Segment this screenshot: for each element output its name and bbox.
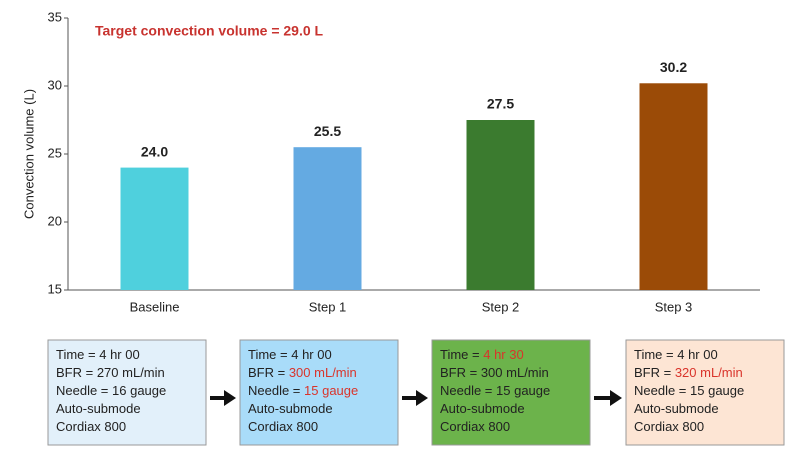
y-tick-label: 25 (48, 145, 62, 160)
arrow-head (224, 390, 236, 406)
bar (120, 167, 189, 290)
step-line: Cordiax 800 (440, 419, 510, 434)
step-line-value: 320 mL/min (675, 365, 743, 380)
step-line: BFR = 300 mL/min (248, 365, 357, 380)
step-line-label: Auto-submode (56, 401, 141, 416)
step-line-value: 15 gauge (690, 383, 744, 398)
step-line-value: 4 hr 30 (483, 347, 523, 362)
bar (466, 120, 535, 290)
step-line-label: Needle = (56, 383, 112, 398)
step-line: Needle = 15 gauge (248, 383, 358, 398)
step-line-label: Needle = (248, 383, 304, 398)
step-line-label: BFR = (248, 365, 289, 380)
step-line-label: Auto-submode (248, 401, 333, 416)
bar (293, 147, 362, 290)
step-line-label: Auto-submode (634, 401, 719, 416)
step-line: BFR = 320 mL/min (634, 365, 743, 380)
step-line-value: 4 hr 00 (99, 347, 139, 362)
x-tick-label: Step 2 (482, 299, 520, 314)
step-line: Time = 4 hr 00 (56, 347, 140, 362)
step-line: Time = 4 hr 00 (248, 347, 332, 362)
step-line-label: Cordiax 800 (440, 419, 510, 434)
value-label: 24.0 (141, 143, 168, 159)
step-line-label: Needle = (440, 383, 496, 398)
step-line-value: 16 gauge (112, 383, 166, 398)
step-line-value: 15 gauge (496, 383, 550, 398)
value-label: 27.5 (487, 96, 514, 112)
step-line-label: BFR = (56, 365, 97, 380)
arrow-head (610, 390, 622, 406)
step-line-label: Time = (248, 347, 291, 362)
arrow-head (416, 390, 428, 406)
step-line-value: 270 mL/min (97, 365, 165, 380)
step-box (431, 339, 591, 446)
bar (639, 83, 708, 290)
step-line-label: Time = (440, 347, 483, 362)
step-line-value: 300 mL/min (481, 365, 549, 380)
step-line: Cordiax 800 (634, 419, 704, 434)
step-line: BFR = 300 mL/min (440, 365, 549, 380)
step-line-label: BFR = (440, 365, 481, 380)
step-line: Cordiax 800 (56, 419, 126, 434)
step-line-label: Cordiax 800 (56, 419, 126, 434)
step-line: Auto-submode (56, 401, 141, 416)
step-line-label: Time = (56, 347, 99, 362)
x-tick-label: Step 1 (309, 299, 347, 314)
step-line-value: 4 hr 00 (677, 347, 717, 362)
step-line-value: 15 gauge (304, 383, 358, 398)
step-line-value: 4 hr 00 (291, 347, 331, 362)
step-line: Time = 4 hr 30 (440, 347, 524, 362)
step-box (625, 339, 785, 446)
step-line: Time = 4 hr 00 (634, 347, 718, 362)
x-tick-label: Baseline (130, 299, 180, 314)
step-box (47, 339, 207, 446)
step-line-label: Auto-submode (440, 401, 525, 416)
step-line-label: Time = (634, 347, 677, 362)
step-line: Needle = 15 gauge (634, 383, 744, 398)
y-tick-label: 30 (48, 77, 62, 92)
step-line: Auto-submode (634, 401, 719, 416)
step-line: BFR = 270 mL/min (56, 365, 165, 380)
step-line: Auto-submode (440, 401, 525, 416)
value-label: 30.2 (660, 59, 687, 75)
y-tick-label: 35 (48, 9, 62, 24)
step-line: Auto-submode (248, 401, 333, 416)
x-tick-label: Step 3 (655, 299, 693, 314)
step-line: Cordiax 800 (248, 419, 318, 434)
y-axis-label: Convection volume (L) (21, 89, 36, 219)
y-tick-label: 20 (48, 213, 62, 228)
step-line: Needle = 16 gauge (56, 383, 166, 398)
step-box (239, 339, 399, 446)
step-line-label: BFR = (634, 365, 675, 380)
step-line-value: 300 mL/min (289, 365, 357, 380)
step-line-label: Cordiax 800 (248, 419, 318, 434)
step-line-label: Cordiax 800 (634, 419, 704, 434)
step-line-label: Needle = (634, 383, 690, 398)
value-label: 25.5 (314, 123, 341, 139)
y-tick-label: 15 (48, 281, 62, 296)
step-line: Needle = 15 gauge (440, 383, 550, 398)
annotation: Target convection volume = 29.0 L (95, 23, 324, 39)
